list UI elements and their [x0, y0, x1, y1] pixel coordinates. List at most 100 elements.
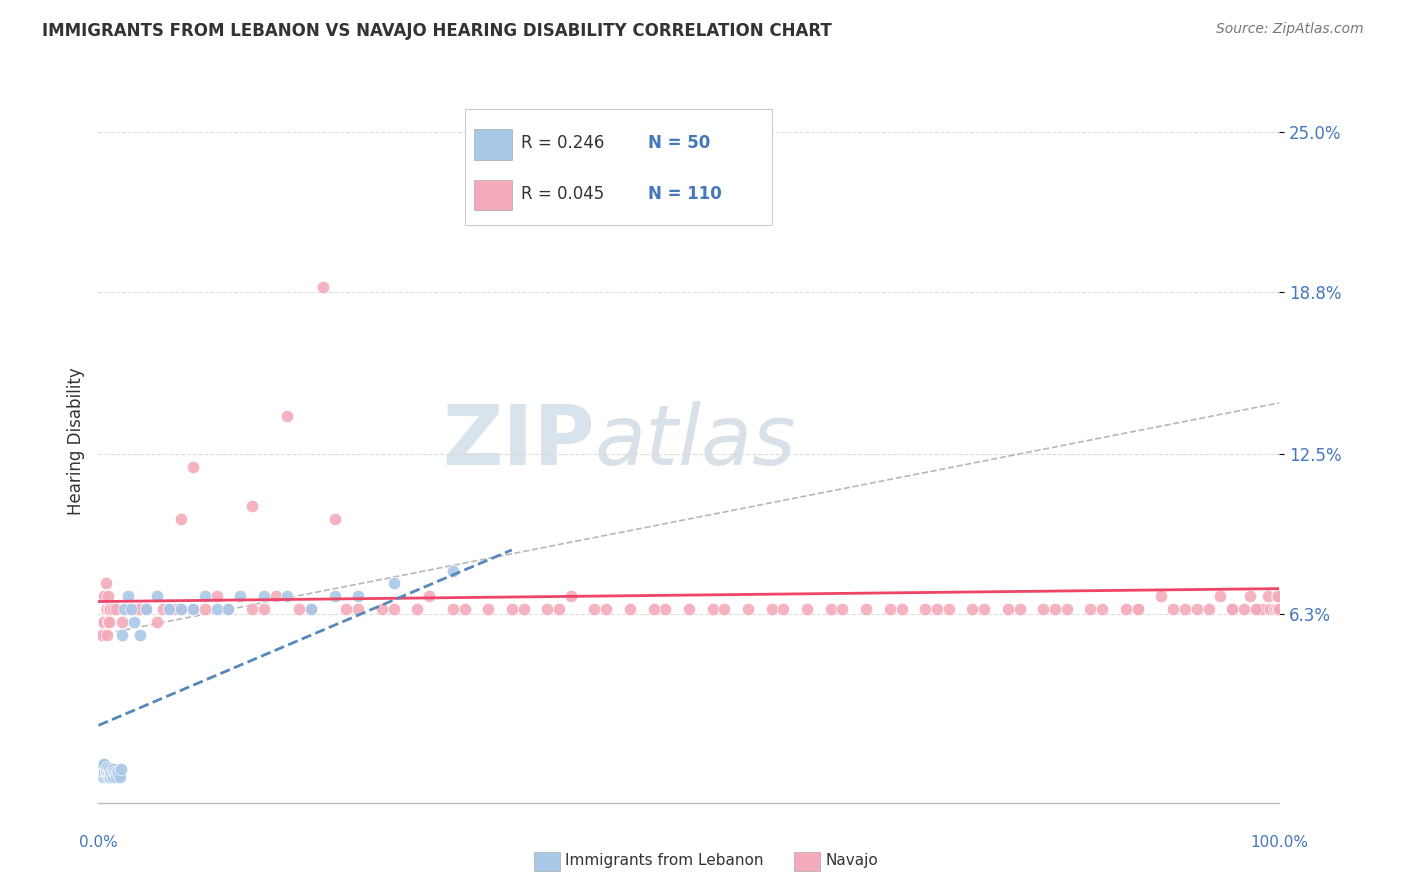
Point	[122, 615, 145, 630]
Point	[288, 602, 311, 616]
Point	[90, 770, 112, 784]
Point	[938, 602, 960, 616]
Point	[441, 564, 464, 578]
Point	[1043, 602, 1066, 616]
Point	[855, 602, 877, 616]
Point	[111, 628, 134, 642]
Point	[152, 602, 174, 616]
Point	[654, 602, 676, 616]
Point	[1257, 590, 1279, 604]
Point	[702, 602, 724, 616]
Point	[96, 770, 118, 784]
Point	[98, 764, 121, 779]
Point	[105, 770, 128, 784]
Point	[170, 602, 193, 616]
Point	[713, 602, 735, 616]
Point	[98, 770, 121, 784]
Point	[382, 576, 405, 591]
Point	[1209, 590, 1232, 604]
Point	[1056, 602, 1078, 616]
Point	[1126, 602, 1149, 616]
Point	[1091, 602, 1114, 616]
Point	[240, 602, 263, 616]
Point	[1250, 602, 1272, 616]
Point	[217, 602, 239, 616]
Point	[101, 770, 124, 784]
Point	[170, 602, 193, 616]
Point	[94, 576, 117, 591]
Point	[105, 602, 128, 616]
Point	[1032, 602, 1054, 616]
Point	[441, 602, 464, 616]
Point	[962, 602, 984, 616]
Point	[1198, 602, 1220, 616]
Text: IMMIGRANTS FROM LEBANON VS NAVAJO HEARING DISABILITY CORRELATION CHART: IMMIGRANTS FROM LEBANON VS NAVAJO HEARIN…	[42, 22, 832, 40]
Point	[107, 767, 129, 781]
Point	[121, 602, 143, 616]
Point	[796, 602, 818, 616]
Point	[97, 615, 120, 630]
Text: ZIP: ZIP	[441, 401, 595, 482]
Text: N = 50: N = 50	[648, 134, 710, 153]
Point	[1008, 602, 1031, 616]
Point	[93, 615, 115, 630]
Point	[406, 602, 429, 616]
Point	[98, 602, 121, 616]
Point	[157, 602, 180, 616]
Point	[335, 602, 357, 616]
Point	[253, 590, 276, 604]
Point	[890, 602, 912, 616]
FancyBboxPatch shape	[474, 129, 512, 160]
Point	[146, 615, 169, 630]
Point	[1185, 602, 1208, 616]
Point	[240, 499, 263, 513]
Point	[94, 762, 117, 776]
Point	[97, 767, 120, 781]
Text: Navajo: Navajo	[825, 854, 879, 868]
Text: N = 110: N = 110	[648, 185, 721, 202]
Y-axis label: Hearing Disability: Hearing Disability	[66, 368, 84, 516]
Point	[299, 602, 322, 616]
Point	[93, 764, 115, 779]
Point	[170, 512, 193, 526]
Point	[101, 602, 124, 616]
Text: Source: ZipAtlas.com: Source: ZipAtlas.com	[1216, 22, 1364, 37]
Point	[205, 602, 228, 616]
Point	[98, 602, 121, 616]
Point	[217, 602, 239, 616]
Point	[108, 770, 131, 784]
Point	[678, 602, 700, 616]
Point	[194, 590, 217, 604]
Point	[1264, 602, 1286, 616]
Point	[217, 602, 239, 616]
Point	[91, 770, 114, 784]
Point	[536, 602, 558, 616]
Point	[98, 762, 121, 776]
Point	[772, 602, 794, 616]
Point	[94, 602, 117, 616]
Point	[1115, 602, 1137, 616]
Point	[93, 757, 115, 772]
Text: Immigrants from Lebanon: Immigrants from Lebanon	[565, 854, 763, 868]
Point	[1233, 602, 1256, 616]
Point	[97, 764, 120, 779]
Point	[512, 602, 534, 616]
Point	[997, 602, 1019, 616]
Point	[157, 602, 180, 616]
Point	[299, 602, 322, 616]
Point	[1258, 602, 1281, 616]
Point	[347, 590, 370, 604]
Point	[205, 590, 228, 604]
Point	[1220, 602, 1243, 616]
Point	[100, 767, 122, 781]
Point	[110, 762, 132, 776]
Point	[276, 409, 298, 423]
Point	[323, 512, 346, 526]
Point	[1268, 602, 1291, 616]
Point	[97, 590, 120, 604]
Point	[1239, 590, 1261, 604]
Point	[96, 760, 118, 774]
Point	[98, 767, 121, 781]
Point	[1267, 590, 1289, 604]
Point	[181, 460, 204, 475]
